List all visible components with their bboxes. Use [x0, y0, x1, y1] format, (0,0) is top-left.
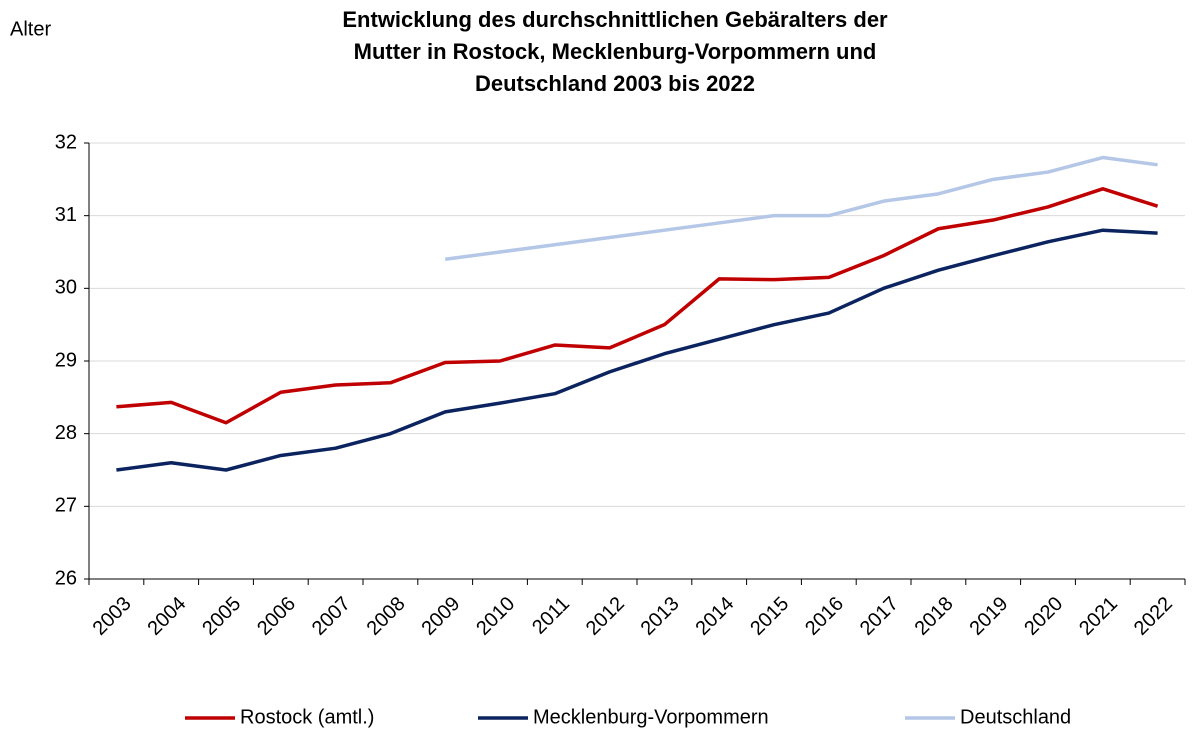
y-tick-label: 26: [55, 567, 77, 589]
y-axis-label: Alter: [10, 18, 51, 40]
x-tick-label: 2004: [143, 593, 190, 640]
x-tick-label: 2020: [1020, 593, 1067, 640]
x-tick-label: 2010: [472, 593, 519, 640]
x-tick-label: 2014: [691, 593, 738, 640]
x-tick-label: 2015: [746, 593, 793, 640]
y-tick-label: 28: [55, 422, 77, 444]
x-tick-label: 2009: [417, 593, 464, 640]
x-tick-label: 2013: [637, 593, 684, 640]
series-line: [116, 228, 1158, 472]
legend-label: Mecklenburg-Vorpommern: [533, 706, 769, 728]
y-tick-label: 30: [55, 277, 77, 299]
x-tick-label: 2003: [89, 593, 136, 640]
x-tick-label: 2021: [1075, 593, 1122, 640]
series-line: [116, 187, 1159, 425]
y-tick-label: 31: [55, 204, 77, 226]
legend-label: Deutschland: [960, 706, 1071, 728]
x-tick-label: 2012: [582, 593, 629, 640]
y-tick-label: 29: [55, 349, 77, 371]
y-tick-label: 27: [55, 495, 77, 517]
x-tick-label: 2016: [801, 593, 848, 640]
x-tick-label: 2007: [308, 593, 355, 640]
chart-title: Mutter in Rostock, Mecklenburg-Vorpommer…: [354, 39, 877, 64]
y-tick-label: 32: [55, 131, 77, 153]
x-tick-label: 2018: [911, 593, 958, 640]
x-tick-label: 2019: [965, 593, 1012, 640]
series-line: [444, 155, 1158, 262]
x-tick-label: 2005: [198, 593, 245, 640]
x-tick-label: 2011: [528, 593, 574, 639]
x-tick-label: 2006: [253, 593, 300, 640]
x-tick-label: 2008: [363, 593, 410, 640]
legend-label: Rostock (amtl.): [240, 706, 374, 728]
chart-title: Entwicklung des durchschnittlichen Gebär…: [342, 7, 888, 32]
x-tick-label: 2022: [1130, 593, 1177, 640]
x-tick-label: 2017: [856, 593, 903, 640]
chart-title: Deutschland 2003 bis 2022: [475, 71, 755, 96]
